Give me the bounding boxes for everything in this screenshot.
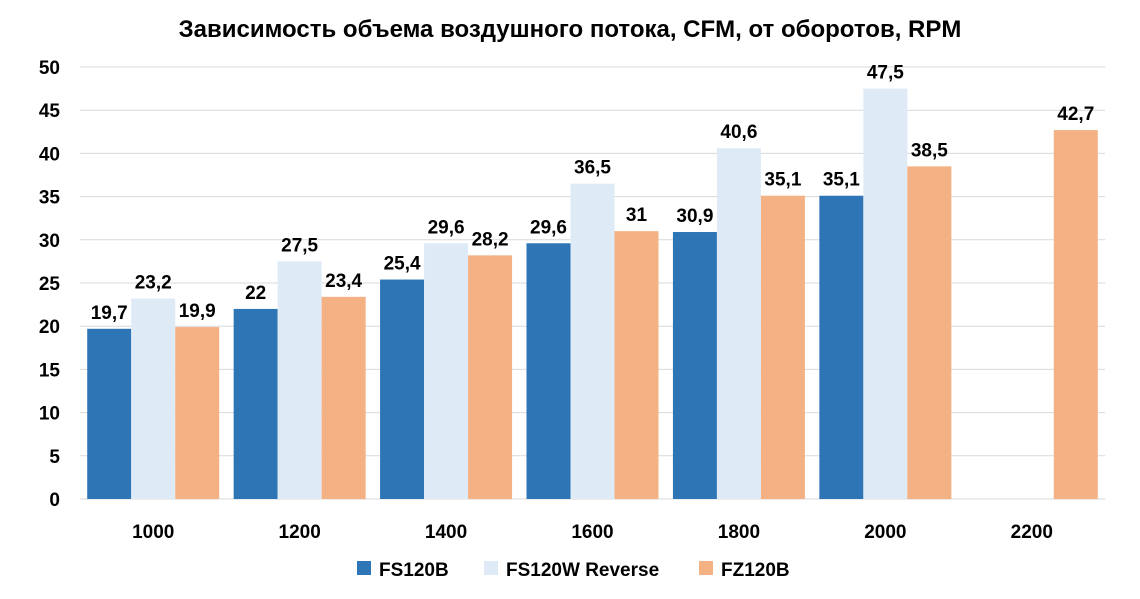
bar [468,255,513,499]
legend-label: FZ120B [721,560,790,581]
bar [863,88,908,499]
y-tick-label: 5 [49,447,60,468]
data-label: 47,5 [867,63,904,84]
data-labels: 19,7 23,2 19,9 22 27,5 23,4 25,4 29,6 28,2 29,6 36… [91,63,1095,324]
y-tick-label: 35 [39,188,61,209]
data-label: 30,9 [676,206,713,227]
bar [175,327,220,499]
bar [131,298,176,499]
y-tick-label: 25 [39,274,61,295]
data-label: 23,2 [135,273,172,294]
x-tick-label: 1200 [279,522,321,543]
bar [672,232,717,500]
data-label: 19,7 [91,303,128,324]
data-label: 35,1 [823,170,860,191]
legend-swatch [357,561,371,575]
data-label: 29,6 [530,217,567,238]
bars [87,88,1098,500]
y-tick-label: 45 [39,101,61,122]
y-axis-ticks: 0 5 10 15 20 25 30 35 40 45 50 [39,58,61,511]
data-label: 40,6 [720,122,757,143]
data-label: 22 [245,283,266,304]
data-label: 25,4 [384,254,421,275]
data-label: 42,7 [1057,104,1094,125]
chart-title: Зависимость объема воздушного потока, CF… [179,16,962,43]
y-tick-label: 10 [39,404,60,425]
legend: FS120B FS120W Reverse FZ120B [357,560,790,581]
legend-label: FS120W Reverse [506,560,659,581]
bar [380,279,425,499]
bar [424,243,469,499]
bar [614,231,659,499]
data-label: 38,5 [911,140,948,161]
bar [570,183,615,499]
x-tick-label: 1400 [425,522,467,543]
data-label: 35,1 [764,170,801,191]
data-label: 29,6 [428,217,465,238]
x-axis-ticks: 1000 1200 1400 1600 1800 2000 2200 [132,522,1053,543]
data-label: 23,4 [325,271,362,292]
y-tick-label: 0 [49,490,60,511]
data-label: 36,5 [574,158,611,179]
y-tick-label: 15 [39,360,61,381]
bar [233,308,278,499]
bar [87,328,132,499]
x-tick-label: 1000 [132,522,174,543]
x-tick-label: 2000 [864,522,906,543]
bar [321,296,366,499]
x-tick-label: 1600 [571,522,613,543]
bar [760,195,805,499]
bar [819,195,864,499]
y-tick-label: 40 [39,144,60,165]
data-label: 19,9 [179,301,216,322]
bar [526,243,571,499]
bar [277,261,322,499]
x-tick-label: 1800 [718,522,760,543]
x-tick-label: 2200 [1011,522,1053,543]
y-tick-label: 50 [39,58,60,79]
legend-swatch [484,561,498,575]
legend-label: FS120B [379,560,449,581]
bar [716,148,761,499]
bar [1053,130,1098,499]
bar [907,166,952,500]
legend-swatch [699,561,713,575]
y-tick-label: 30 [39,231,60,252]
data-label: 27,5 [281,235,318,256]
data-label: 31 [626,205,648,226]
data-label: 28,2 [472,229,509,250]
y-tick-label: 20 [39,317,60,338]
